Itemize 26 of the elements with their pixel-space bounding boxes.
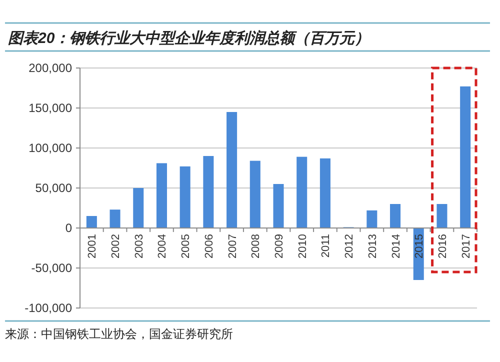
x-tick-label: 2007 bbox=[226, 234, 239, 258]
x-tick-label: 2003 bbox=[133, 234, 146, 258]
y-tick-label: 150,000 bbox=[28, 101, 72, 115]
chart-title: 图表20：钢铁行业大中型企业年度利润总额（百万元） bbox=[8, 29, 370, 47]
x-tick-label: 2001 bbox=[86, 234, 99, 258]
x-tick-label: 2008 bbox=[250, 234, 262, 258]
x-tick-label: 2012 bbox=[344, 234, 356, 258]
x-tick-label: 2009 bbox=[274, 234, 286, 258]
source-note: 来源：中国钢铁工业协会，国金证券研究所 bbox=[5, 327, 233, 341]
y-tick-label: -50,000 bbox=[31, 261, 72, 275]
y-tick-label: 200,000 bbox=[28, 61, 72, 75]
y-tick-label: -100,000 bbox=[24, 301, 72, 315]
x-tick-label: 2017 bbox=[460, 234, 472, 258]
x-tick-label: 2016 bbox=[436, 234, 449, 258]
y-tick-label: 50,000 bbox=[35, 181, 72, 195]
x-tick-label: 2005 bbox=[180, 234, 192, 258]
x-tick-label: 2004 bbox=[156, 234, 169, 258]
x-tick-label: 2011 bbox=[320, 234, 332, 258]
x-tick-label: 2015 bbox=[414, 234, 426, 258]
y-tick-label: 100,000 bbox=[28, 141, 72, 155]
x-tick-label: 2006 bbox=[203, 234, 216, 258]
x-tick-label: 2013 bbox=[366, 234, 379, 258]
x-tick-label: 2010 bbox=[296, 234, 309, 258]
x-tick-label: 2014 bbox=[390, 234, 402, 258]
y-tick-label: 0 bbox=[65, 221, 72, 235]
x-tick-label: 2002 bbox=[110, 234, 122, 258]
